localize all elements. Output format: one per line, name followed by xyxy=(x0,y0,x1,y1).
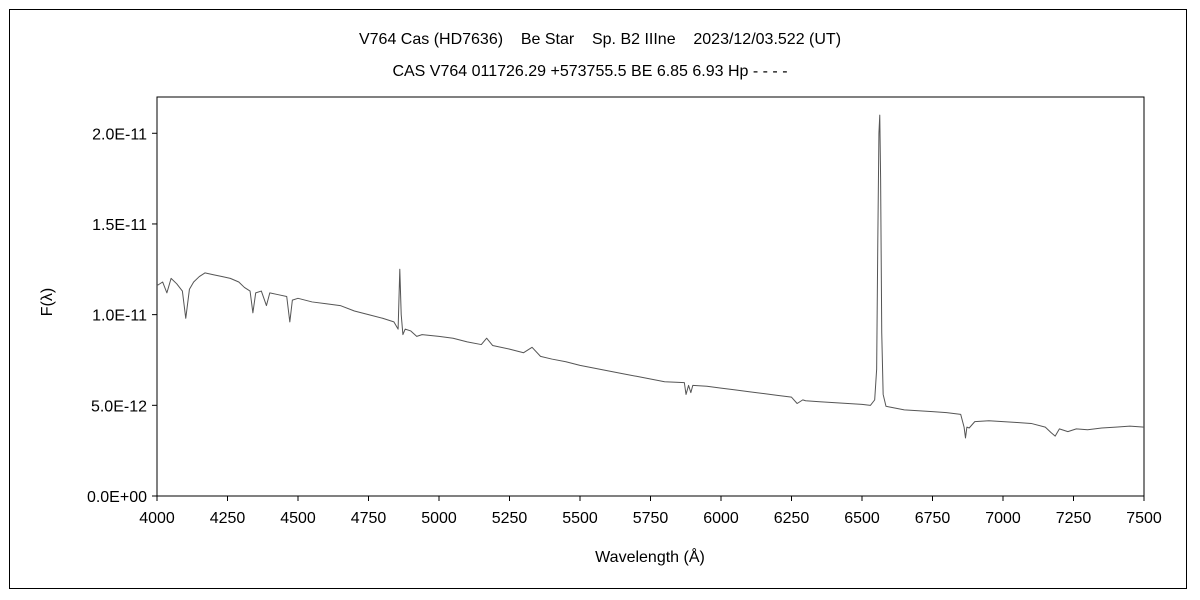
x-tick-label: 4000 xyxy=(139,510,175,527)
y-tick-label: 1.5E-11 xyxy=(92,217,147,234)
series-layer xyxy=(156,114,1145,439)
y-tick-label: 1.0E-11 xyxy=(92,308,147,325)
x-axis-label: Wavelength (Å) xyxy=(595,547,705,566)
x-tick-label: 6750 xyxy=(915,510,951,527)
x-tick-label: 7500 xyxy=(1126,510,1162,527)
x-tick-label: 4750 xyxy=(351,510,387,527)
x-tick-label: 5000 xyxy=(421,510,457,527)
chart-subtitle: CAS V764 011726.29 +573755.5 BE 6.85 6.9… xyxy=(392,63,787,80)
x-tick-label: 5500 xyxy=(562,510,598,527)
x-tick-label: 6250 xyxy=(774,510,810,527)
x-tick-label: 7250 xyxy=(1056,510,1092,527)
y-axis-label: F(λ) xyxy=(39,288,56,316)
chart-frame: V764 Cas (HD7636) Be Star Sp. B2 IIIne 2… xyxy=(9,9,1187,589)
series-line-0 xyxy=(156,114,1145,439)
x-tick-label: 7000 xyxy=(985,510,1021,527)
x-tick-label: 5750 xyxy=(633,510,669,527)
y-tick-label: 2.0E-11 xyxy=(92,126,147,143)
x-tick-label: 6000 xyxy=(703,510,739,527)
plot-area xyxy=(156,96,1145,497)
y-tick-label: 5.0E-12 xyxy=(91,398,147,415)
x-axis: 4000 4250 4500 4750 5000 5250 5500 5750 6000 6250… xyxy=(139,496,1162,527)
chart-title: V764 Cas (HD7636) Be Star Sp. B2 IIIne 2… xyxy=(359,31,841,48)
y-tick-label: 0.0E+00 xyxy=(87,489,147,506)
x-tick-label: 4500 xyxy=(280,510,316,527)
x-tick-label: 5250 xyxy=(492,510,528,527)
x-tick-label: 6500 xyxy=(844,510,880,527)
spectrum-chart: V764 Cas (HD7636) Be Star Sp. B2 IIIne 2… xyxy=(39,31,1162,566)
y-axis: 0.0E+00 5.0E-12 1.0E-11 1.5E-11 2.0E-11 xyxy=(87,126,157,506)
x-tick-label: 4250 xyxy=(210,510,246,527)
